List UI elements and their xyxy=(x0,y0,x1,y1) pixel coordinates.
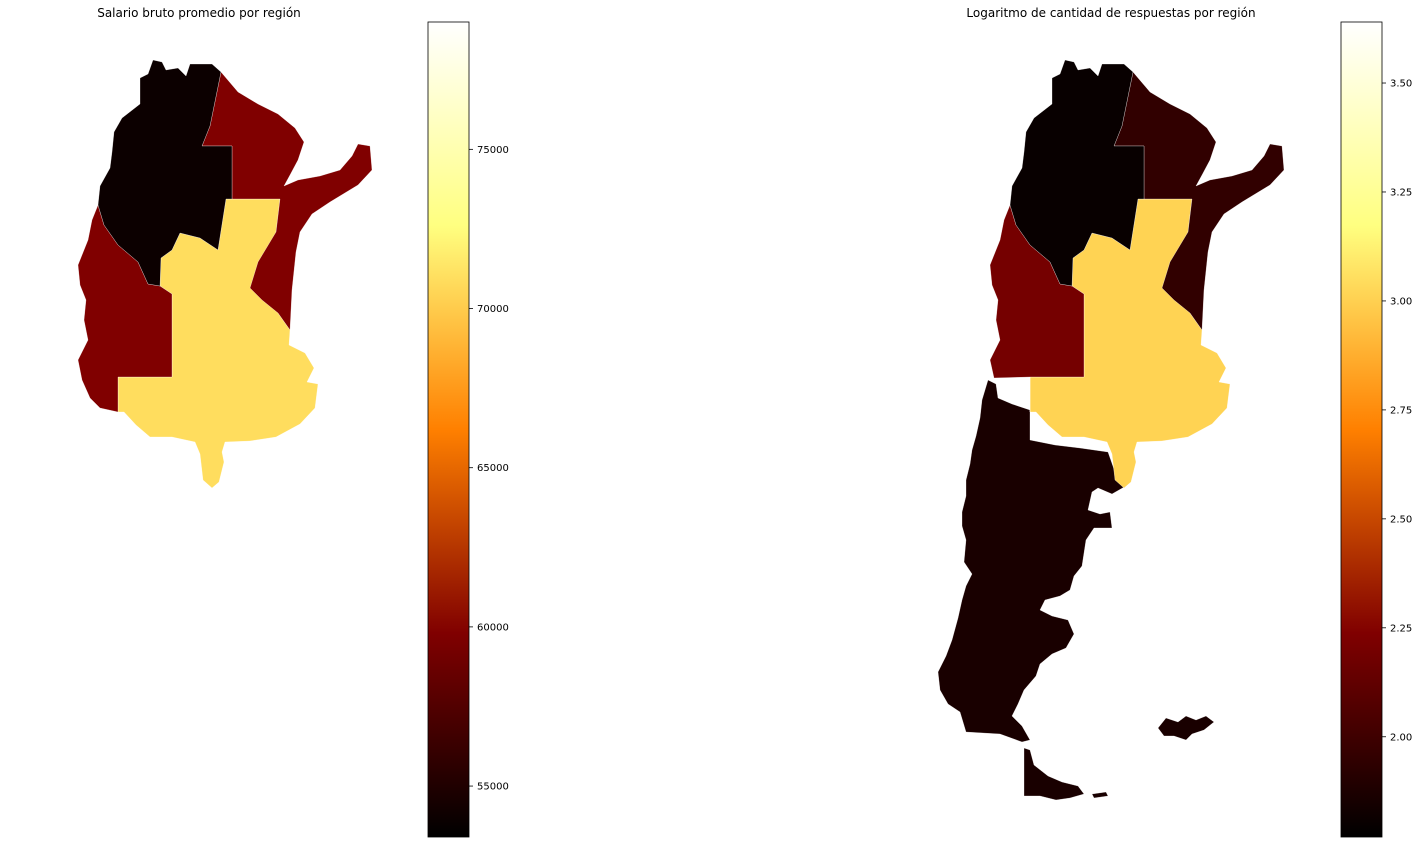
colorbar-tick-label: 2.50 xyxy=(1390,514,1412,525)
region-noa-r xyxy=(1009,59,1145,287)
colorbar-salary xyxy=(427,21,470,838)
colorbar-tick-label: 3.50 xyxy=(1390,79,1412,90)
region-patagonia xyxy=(937,379,1127,743)
colorbar-responses-ticks: 2.00 2.25 2.50 2.75 3.00 3.25 3.50 xyxy=(1382,79,1412,743)
map-responses: Logaritmo de cantidad de respuestas por … xyxy=(937,6,1412,838)
map-salary: Salario bruto promedio por región 55000 6… xyxy=(77,6,509,838)
region-nea xyxy=(201,71,373,331)
region-patagonia-islet xyxy=(1091,791,1109,799)
colorbar-tick-label: 55000 xyxy=(477,782,509,793)
colorbar-tick-label: 60000 xyxy=(477,622,509,633)
map-salary-title: Salario bruto promedio por región xyxy=(97,6,301,20)
region-patagonia-islands xyxy=(1157,715,1215,741)
colorbar-tick-label: 2.00 xyxy=(1390,732,1412,743)
region-nea-r xyxy=(1113,71,1285,331)
colorbar-tick-label: 65000 xyxy=(477,463,509,474)
colorbar-salary-ticks: 55000 60000 65000 70000 75000 xyxy=(469,145,509,793)
colorbar-responses xyxy=(1340,21,1383,838)
colorbar-tick-label: 3.00 xyxy=(1390,296,1412,307)
region-patagonia-tdf xyxy=(1023,747,1085,801)
colorbar-tick-label: 75000 xyxy=(477,145,509,156)
colorbar-tick-label: 70000 xyxy=(477,304,509,315)
map-responses-title: Logaritmo de cantidad de respuestas por … xyxy=(966,6,1255,20)
colorbar-tick-label: 2.25 xyxy=(1390,623,1412,634)
colorbar-tick-label: 2.75 xyxy=(1390,405,1412,416)
region-noa xyxy=(97,59,233,287)
colorbar-tick-label: 3.25 xyxy=(1390,187,1412,198)
